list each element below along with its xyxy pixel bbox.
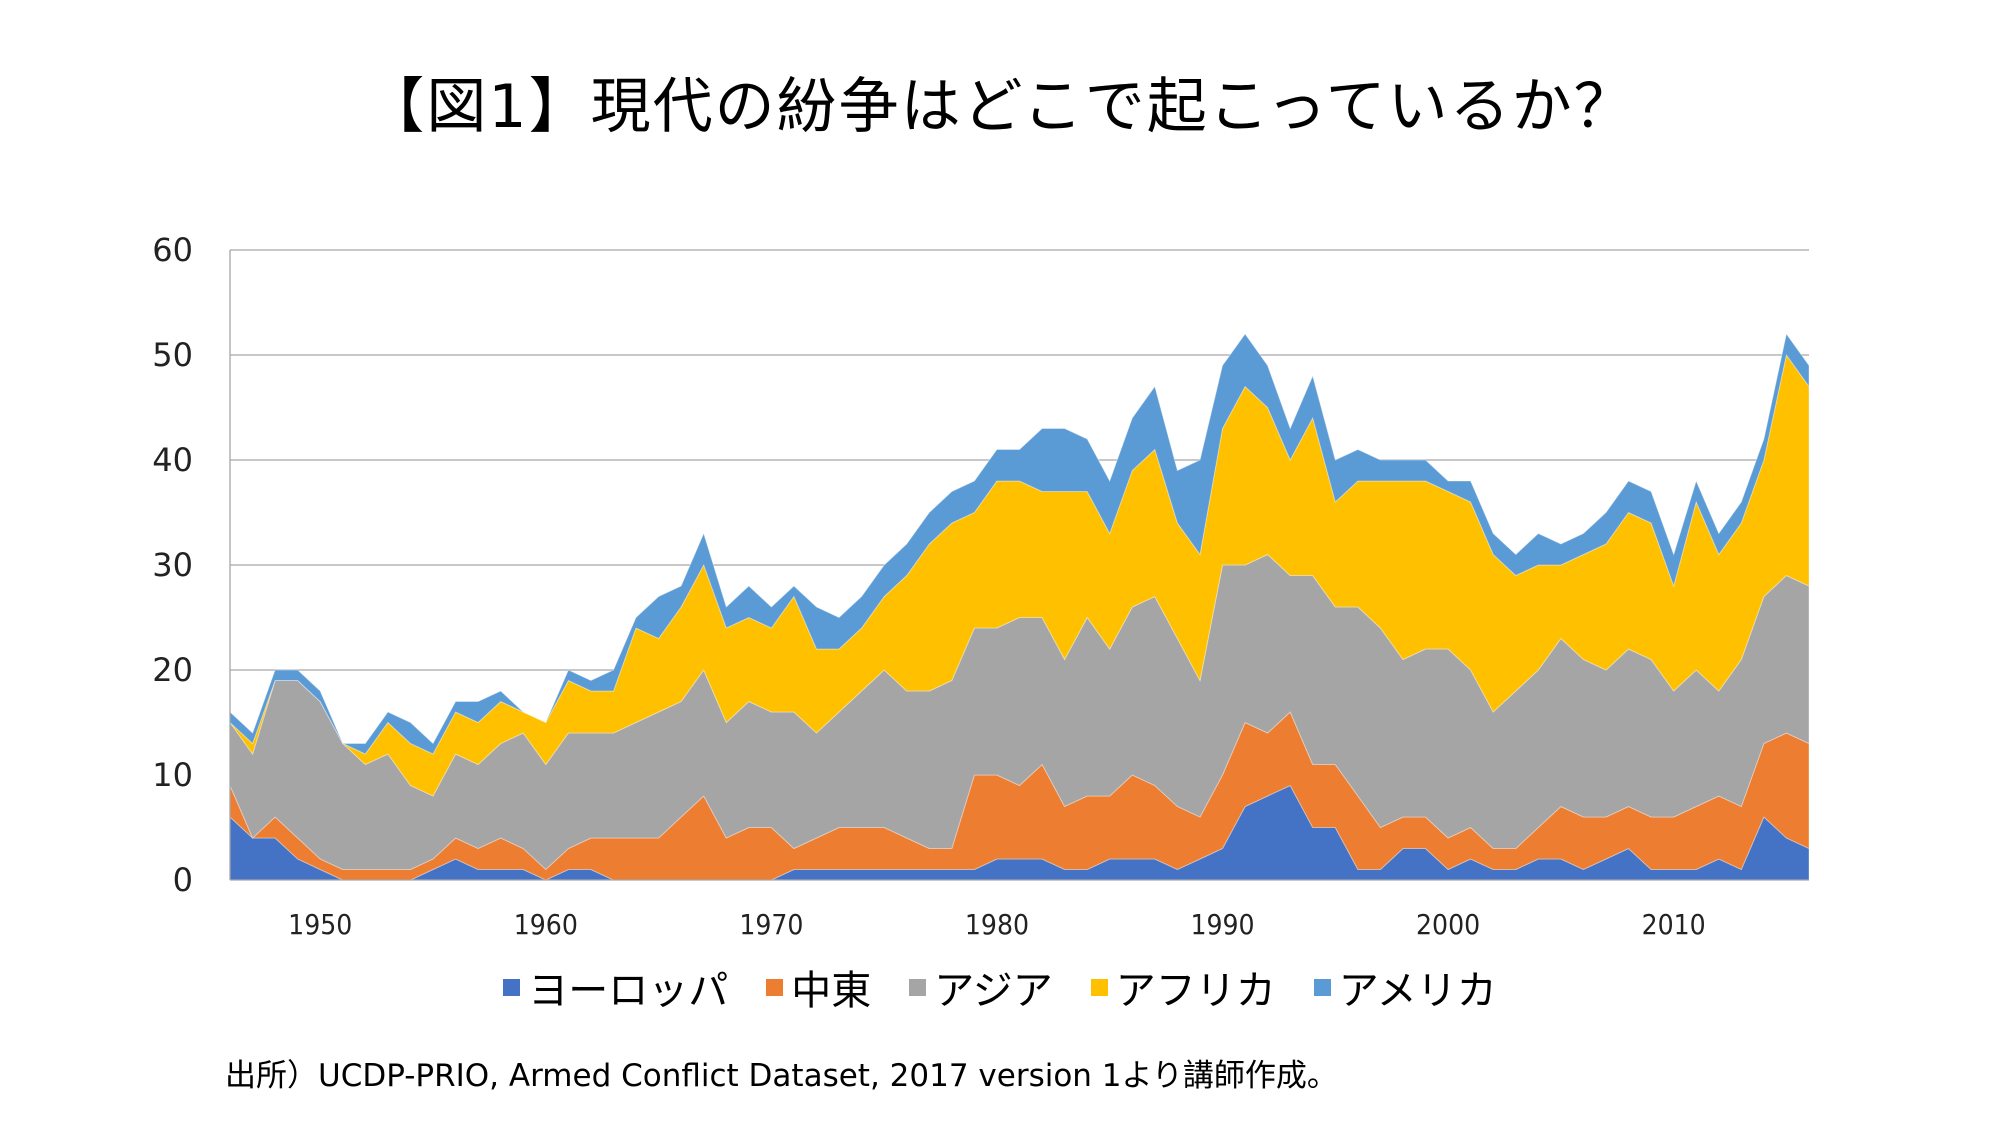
x-tick-label: 1980 [965, 908, 1029, 941]
x-tick-label: 1950 [288, 908, 352, 941]
legend-label: ヨーロッパ [528, 968, 729, 1014]
legend-item-4: アフリカ [1090, 958, 1276, 1016]
legend-label: アフリカ [1115, 968, 1276, 1014]
y-tick-label: 20 [152, 651, 193, 689]
legend-swatch [1313, 978, 1331, 996]
y-axis-ticks: 0 10 20 30 40 50 60 [152, 231, 193, 899]
y-tick-label: 10 [152, 756, 193, 794]
y-tick-label: 50 [152, 336, 193, 374]
legend: ヨーロッパ 中東 アジア アフリカ アメリカ [0, 958, 2000, 1016]
x-tick-label: 2010 [1642, 908, 1706, 941]
legend-swatch [503, 978, 521, 996]
legend-swatch [766, 978, 784, 996]
x-axis-ticks: 1950 1960 1970 1980 1990 2000 2010 [288, 908, 1706, 941]
y-tick-label: 60 [152, 231, 193, 269]
y-tick-label: 40 [152, 441, 193, 479]
area-series [229, 332, 1810, 881]
x-tick-label: 2000 [1416, 908, 1480, 941]
y-tick-label: 0 [173, 861, 193, 899]
legend-swatch [1090, 978, 1108, 996]
y-tick-label: 30 [152, 546, 193, 584]
legend-label: 中東 [791, 968, 872, 1014]
legend-label: アジア [934, 968, 1053, 1014]
chart-title: 【図1】現代の紛争はどこで起こっているか？ [364, 72, 1636, 142]
axes [229, 250, 1809, 881]
legend-item-2: 中東 [766, 958, 871, 1016]
source-note: 出所）UCDP-PRIO, Armed Conflict Dataset, 20… [225, 1058, 1338, 1094]
legend-item-5: アメリカ [1313, 958, 1497, 1016]
legend-item-3: アジア [909, 958, 1053, 1016]
legend-swatch [909, 978, 927, 996]
area-3 [229, 553, 1810, 871]
x-tick-label: 1970 [739, 908, 803, 941]
legend-item-1: ヨーロッパ [503, 958, 728, 1016]
x-tick-label: 1960 [514, 908, 578, 941]
area-5 [229, 332, 1810, 755]
x-tick-label: 1990 [1190, 908, 1254, 941]
area-4 [229, 353, 1810, 797]
legend-label: アメリカ [1338, 968, 1497, 1014]
